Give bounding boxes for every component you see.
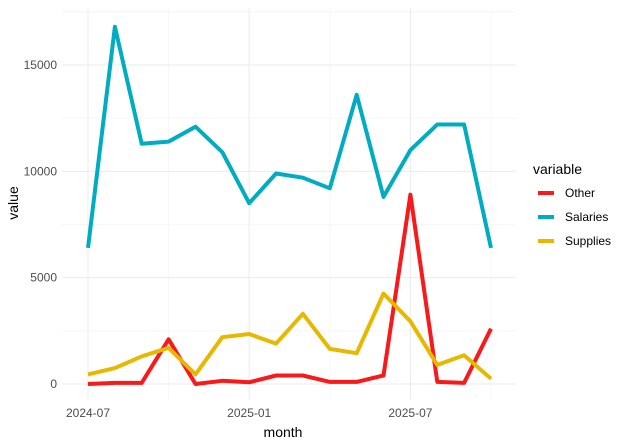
x-tick-label: 2024-07: [66, 406, 110, 420]
legend-items: Other Salaries Supplies: [538, 186, 611, 248]
y-tick-label: 15000: [24, 58, 58, 72]
series-lines: [86, 24, 493, 386]
series-line-supplies: [87, 291, 493, 381]
legend: variable Other Salaries Supplies: [533, 161, 611, 248]
y-tick-label: 0: [50, 377, 57, 391]
x-axis-ticks: 2024-07 2025-01 2025-07: [66, 406, 433, 420]
x-tick-label: 2025-07: [388, 406, 432, 420]
legend-item-other: Other: [538, 186, 595, 200]
y-axis-title: value: [5, 186, 21, 220]
legend-item-supplies: Supplies: [538, 234, 611, 248]
legend-title: variable: [533, 161, 582, 177]
series-line-other: [87, 192, 493, 386]
grid: [62, 8, 516, 400]
series-line-salaries: [86, 24, 493, 249]
x-axis-title: month: [264, 424, 303, 440]
y-axis-ticks: 0 5000 10000 15000: [24, 58, 58, 391]
legend-label: Salaries: [565, 210, 608, 224]
y-tick-label: 10000: [24, 164, 58, 178]
legend-label: Supplies: [565, 234, 611, 248]
legend-item-salaries: Salaries: [538, 210, 608, 224]
legend-label: Other: [565, 186, 595, 200]
x-tick-label: 2025-01: [227, 406, 271, 420]
y-tick-label: 5000: [30, 271, 57, 285]
